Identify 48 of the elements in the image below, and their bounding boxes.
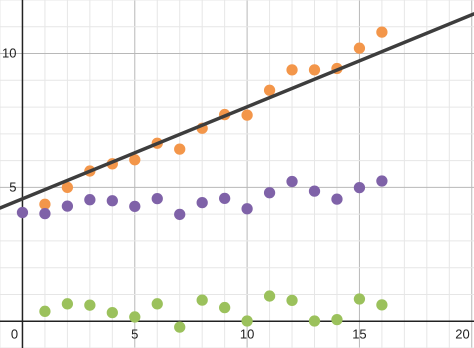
- point: [106, 307, 118, 318]
- point: [106, 195, 118, 206]
- point: [241, 203, 253, 214]
- point: [376, 26, 388, 38]
- point: [196, 197, 208, 208]
- point: [39, 198, 51, 210]
- point: [286, 64, 298, 76]
- x-tick-label: 0: [10, 326, 18, 342]
- point: [219, 192, 230, 204]
- point: [196, 294, 208, 306]
- point: [152, 298, 163, 310]
- point: [174, 208, 186, 220]
- point: [129, 311, 140, 323]
- point: [264, 84, 276, 96]
- point: [331, 194, 343, 205]
- x-tick-label: 5: [131, 326, 138, 342]
- point: [354, 182, 366, 194]
- point: [62, 182, 74, 194]
- point: [174, 143, 186, 155]
- point: [16, 206, 28, 218]
- point: [84, 194, 96, 206]
- point: [152, 192, 163, 204]
- point: [331, 314, 343, 326]
- point: [308, 315, 320, 327]
- point: [308, 186, 320, 197]
- point: [264, 187, 276, 198]
- point: [129, 154, 140, 166]
- point: [39, 306, 51, 317]
- point: [376, 175, 388, 187]
- point: [241, 109, 253, 121]
- point: [376, 299, 388, 311]
- point: [62, 298, 74, 310]
- point: [84, 300, 96, 311]
- point: [354, 42, 366, 54]
- point: [286, 176, 298, 188]
- point: [39, 208, 51, 220]
- x-tick-label: 20: [455, 326, 470, 342]
- point: [62, 200, 74, 212]
- point: [264, 290, 276, 302]
- point: [286, 294, 298, 306]
- point: [241, 315, 253, 327]
- point: [129, 200, 140, 212]
- x-tick-label: 15: [352, 326, 367, 342]
- x-tick-label: 10: [240, 326, 254, 342]
- point: [219, 302, 230, 314]
- point: [174, 321, 186, 333]
- point: [354, 293, 366, 305]
- point: [308, 64, 320, 76]
